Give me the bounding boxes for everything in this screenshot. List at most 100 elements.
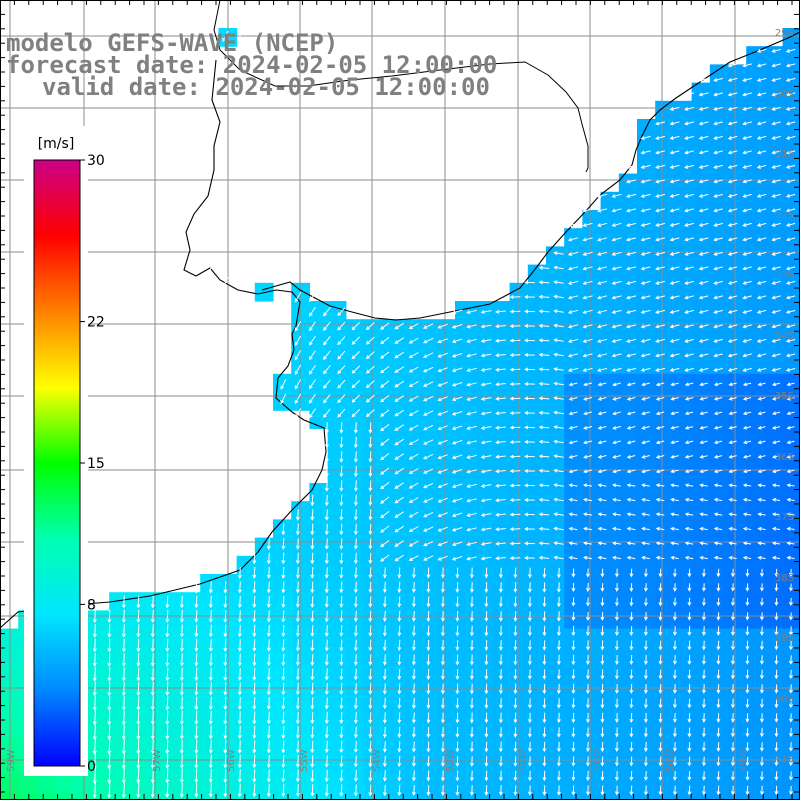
wind-arrow [728,497,737,502]
wind-arrow [640,353,651,358]
wind-arrow [788,727,793,738]
wind-arrow [380,511,390,519]
speed-cell [691,373,711,393]
wind-arrow [466,541,477,546]
speed-cell [764,574,784,593]
wind-arrow [745,785,750,796]
wind-arrow [394,409,405,417]
wind-arrow [542,596,547,608]
wind-arrow [469,596,474,608]
wind-arrow [294,364,302,375]
wind-arrow [600,669,605,680]
wind-arrow [466,367,477,372]
speed-cell [400,483,420,502]
speed-cell [746,628,765,648]
wind-arrow [437,512,448,518]
wind-arrow [670,440,679,445]
speed-cell [728,428,747,448]
wind-arrow [368,494,373,507]
wind-arrow [380,366,390,374]
wind-arrow [556,611,561,622]
speed-cell [309,756,329,775]
wind-arrow [266,769,271,783]
wind-arrow [394,467,405,475]
wind-arrow [368,596,373,608]
wind-arrow [742,324,752,329]
wind-arrow [451,425,463,431]
wind-arrow [542,611,547,622]
speed-cell [455,737,474,757]
wind-arrow [585,640,590,651]
lat-label: 33S [775,270,794,281]
wind-arrow [759,771,764,781]
wind-arrow [614,640,619,651]
speed-cell [764,501,784,520]
wind-arrow [310,784,315,797]
wind-arrow [626,382,636,387]
wind-arrow [785,237,796,242]
wind-arrow [655,411,665,416]
speed-cell [309,373,329,393]
speed-cell [273,373,292,393]
speed-cell [709,137,729,156]
speed-cell [728,792,747,800]
speed-cell [691,501,711,520]
wind-arrow [640,208,651,213]
speed-cell [364,537,383,557]
wind-arrow [745,771,750,781]
wind-arrow [237,740,242,754]
wind-arrow [538,294,550,299]
wind-arrow [408,497,419,504]
wind-arrow [121,595,126,609]
wind-arrow [121,782,126,799]
valid-date: valid date: 2024-02-05 12:00:00 [42,73,490,101]
wind-arrow [368,668,373,681]
wind-arrow [786,382,795,387]
wind-arrow [208,783,213,798]
wind-arrow [353,509,358,521]
speed-cell [509,701,529,721]
wind-arrow [411,683,416,695]
speed-cell [127,701,147,721]
speed-cell [782,410,800,429]
wind-arrow [422,381,434,387]
speed-cell [618,592,638,611]
wind-arrow [771,77,781,82]
speed-cell [273,701,292,721]
wind-arrow [310,567,315,579]
speed-cell [618,737,638,757]
speed-cell [491,792,511,800]
wind-arrow [455,669,460,680]
wind-arrow [208,581,213,594]
wind-arrow [194,653,199,667]
wind-arrow [641,497,650,502]
wind-arrow [759,583,764,592]
wind-arrow [223,581,228,594]
wind-arrow [699,454,708,459]
wind-arrow [699,440,708,445]
speed-cell [582,319,602,338]
speed-cell [436,683,456,702]
wind-arrow [785,77,796,82]
wind-arrow [571,568,576,578]
wind-arrow [597,411,607,416]
wind-arrow [759,626,764,636]
wind-arrow [585,756,590,767]
wind-arrow [542,654,547,666]
wind-arrow [538,338,550,343]
speed-cell [582,756,602,775]
wind-arrow [585,683,590,695]
speed-cell [673,319,693,338]
wind-arrow [600,741,605,753]
speed-cell [746,519,765,539]
wind-arrow [611,222,622,227]
wind-arrow [728,541,737,546]
speed-cell [709,756,729,775]
wind-arrow [281,538,286,550]
speed-cell [564,483,583,502]
wind-arrow [585,770,590,782]
wind-arrow [643,669,648,680]
wind-arrow [237,783,242,798]
wind-arrow [308,393,316,404]
speed-cell [364,428,383,448]
